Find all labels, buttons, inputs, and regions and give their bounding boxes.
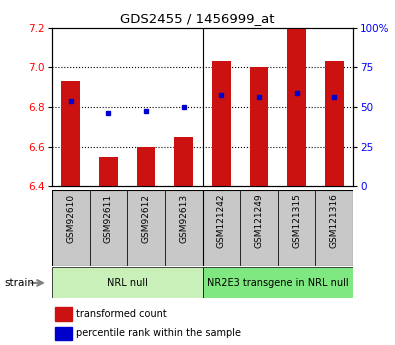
Text: GSM121315: GSM121315 [292, 194, 301, 248]
Bar [240, 190, 278, 266]
Text: GSM92611: GSM92611 [104, 194, 113, 243]
Text: transformed count: transformed count [76, 309, 167, 319]
Bar [99, 157, 118, 186]
Text: NRL null: NRL null [107, 278, 148, 288]
Text: GSM92613: GSM92613 [179, 194, 188, 243]
Text: GSM121316: GSM121316 [330, 194, 339, 248]
Bar [325, 61, 344, 186]
Text: NR2E3 transgene in NRL null: NR2E3 transgene in NRL null [207, 278, 348, 288]
Bar [52, 190, 90, 266]
Text: GDS2455 / 1456999_at: GDS2455 / 1456999_at [120, 12, 275, 25]
Bar [203, 267, 353, 298]
Bar [250, 67, 268, 186]
Bar [127, 190, 165, 266]
Bar [315, 190, 353, 266]
Text: strain: strain [4, 278, 34, 288]
Bar [55, 307, 71, 321]
Text: GSM121242: GSM121242 [217, 194, 226, 248]
Bar [174, 137, 193, 186]
Bar [52, 267, 203, 298]
Bar [287, 28, 306, 186]
Text: GSM92612: GSM92612 [141, 194, 150, 243]
Bar [90, 190, 127, 266]
Bar [137, 147, 156, 186]
Bar [165, 190, 203, 266]
Bar [278, 190, 315, 266]
Bar [55, 327, 71, 340]
Text: GSM92610: GSM92610 [66, 194, 75, 243]
Text: percentile rank within the sample: percentile rank within the sample [76, 328, 241, 338]
Bar [61, 81, 80, 186]
Bar [203, 190, 240, 266]
Bar [212, 61, 231, 186]
Text: GSM121249: GSM121249 [254, 194, 263, 248]
